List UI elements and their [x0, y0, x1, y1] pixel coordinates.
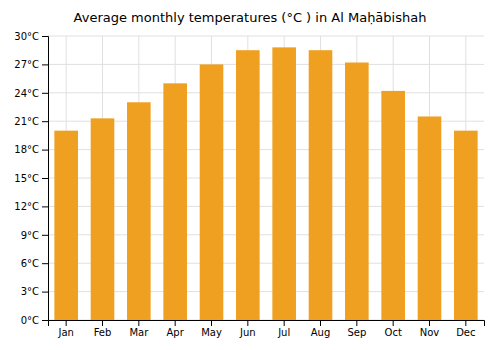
tick: 18°C	[14, 144, 48, 155]
tick-mark	[211, 320, 212, 326]
tick-label: Sep	[347, 327, 366, 338]
tick: Nov	[420, 320, 440, 338]
tick-mark	[320, 320, 321, 326]
tick-mark	[42, 36, 48, 37]
tick-mark	[102, 320, 103, 326]
tick-label: Jul	[277, 327, 290, 338]
tick: Jun	[239, 320, 256, 338]
bar	[418, 116, 442, 320]
tick-label: May	[201, 327, 222, 338]
bar	[236, 50, 260, 320]
tick: 15°C	[14, 173, 48, 184]
tick-mark	[42, 178, 48, 179]
tick: Jul	[277, 320, 290, 338]
tick-mark	[42, 206, 48, 207]
x-axis: Jan Feb Mar Apr May Jun Jul Aug Sep Oct Nov Dec	[49, 320, 485, 338]
tick-label: Feb	[94, 327, 112, 338]
bar	[272, 47, 296, 320]
tick-mark	[42, 263, 48, 264]
tick-label: 6°C	[21, 258, 39, 269]
grid	[48, 36, 484, 320]
tick-mark	[42, 150, 48, 151]
tick-label: Jun	[239, 327, 256, 338]
tick-mark	[356, 320, 357, 326]
tick-label: 27°C	[14, 59, 39, 70]
tick-label: 24°C	[14, 88, 39, 99]
tick: 3°C	[21, 286, 48, 297]
bar	[127, 102, 151, 320]
tick: 6°C	[21, 258, 48, 269]
chart: 0°C 3°C 6°C 9°C 12°C 15°C 18°C 21°C 24°C 27°C 30°C…	[0, 0, 500, 350]
tick-label: 0°C	[21, 315, 39, 326]
plot: 0°C 3°C 6°C 9°C 12°C 15°C 18°C 21°C 24°C 27°C 30°C…	[14, 31, 484, 338]
tick-label: Aug	[311, 327, 331, 338]
tick-label: 21°C	[14, 116, 39, 127]
tick: 9°C	[21, 230, 48, 241]
tick: 0°C	[21, 315, 48, 326]
bar	[454, 131, 478, 320]
tick-label: Dec	[456, 327, 475, 338]
grid-line	[48, 36, 484, 37]
tick-mark	[429, 320, 430, 326]
bars	[54, 47, 477, 320]
tick-label: 9°C	[21, 230, 39, 241]
bar	[381, 91, 405, 320]
bar	[54, 131, 78, 320]
bar	[91, 118, 115, 320]
y-axis: 0°C 3°C 6°C 9°C 12°C 15°C 18°C 21°C 24°C 27°C 30°C	[14, 31, 48, 326]
tick-mark	[465, 320, 466, 326]
tick-label: Mar	[129, 327, 149, 338]
tick-label: 30°C	[14, 31, 39, 42]
tick: 12°C	[14, 201, 48, 212]
tick: 24°C	[14, 88, 48, 99]
tick: 21°C	[14, 116, 48, 127]
tick: Mar	[129, 320, 149, 338]
tick-mark	[42, 64, 48, 65]
tick: Oct	[385, 320, 402, 338]
tick-mark	[138, 320, 139, 326]
bar	[163, 83, 187, 320]
tick-mark	[393, 320, 394, 326]
axis-line	[49, 321, 485, 327]
title: Average monthly temperatures (°C ) in Al…	[74, 10, 427, 25]
tick-label: 12°C	[14, 201, 39, 212]
tick: May	[201, 320, 222, 338]
tick-label: 18°C	[14, 144, 39, 155]
tick-mark	[175, 320, 176, 326]
tick: Sep	[347, 320, 366, 338]
tick-mark	[284, 320, 285, 326]
tick-mark	[42, 292, 48, 293]
tick-mark	[42, 235, 48, 236]
tick: Feb	[94, 320, 112, 338]
grid-line	[48, 92, 484, 93]
tick-mark	[247, 320, 248, 326]
bar	[345, 63, 369, 320]
bar	[309, 50, 333, 320]
tick-mark	[42, 121, 48, 122]
tick-mark	[42, 320, 48, 321]
tick-label: Jan	[57, 327, 73, 338]
tick-label: Apr	[167, 327, 185, 338]
tick: Jan	[57, 320, 73, 338]
axis-line	[42, 37, 49, 321]
tick: 30°C	[14, 31, 48, 42]
tick: Apr	[167, 320, 185, 338]
tick: Dec	[456, 320, 475, 338]
tick-label: 15°C	[14, 173, 39, 184]
tick-label: Oct	[385, 327, 402, 338]
tick: 27°C	[14, 59, 48, 70]
tick-mark	[66, 320, 67, 326]
grid-line	[48, 64, 484, 65]
tick-label: 3°C	[21, 286, 39, 297]
tick-label: Nov	[420, 327, 440, 338]
tick: Aug	[311, 320, 331, 338]
bar	[200, 64, 224, 320]
tick-mark	[42, 93, 48, 94]
